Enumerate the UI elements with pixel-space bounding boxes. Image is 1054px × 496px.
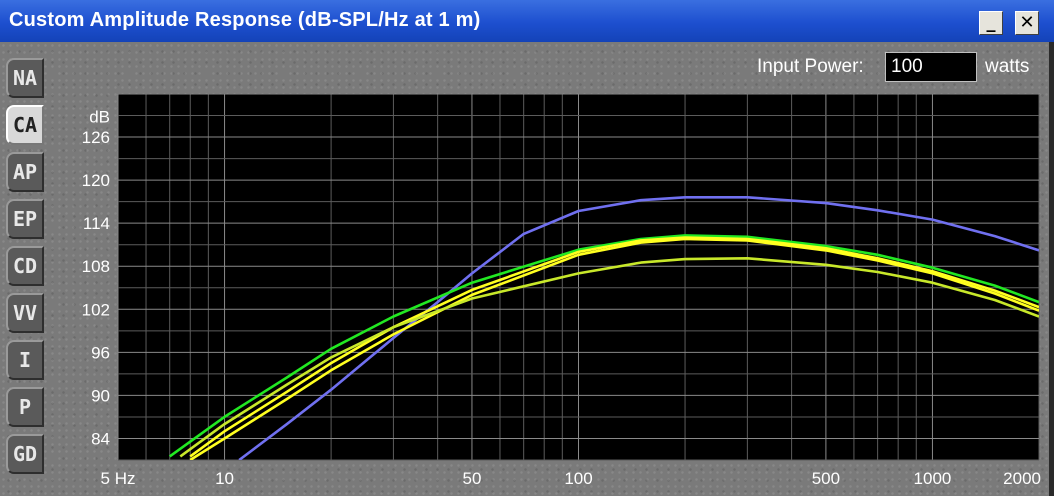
minimize-button[interactable]: _: [979, 11, 1003, 35]
y-tick-label: 114: [83, 214, 110, 233]
input-power-field[interactable]: [885, 52, 977, 82]
window-title: Custom Amplitude Response (dB-SPL/Hz at …: [9, 9, 481, 31]
tab-ap[interactable]: AP: [6, 152, 44, 192]
sidebar-tabs: NA CA AP EP CD VV I P GD: [6, 58, 48, 481]
x-tick-label: 1000: [914, 469, 952, 488]
input-power-unit: watts: [985, 56, 1030, 77]
input-power-label: Input Power:: [757, 56, 864, 77]
y-tick-label: 84: [91, 429, 110, 448]
tab-cd[interactable]: CD: [6, 246, 44, 286]
response-curve-5: [179, 257, 1039, 458]
y-tick-label: 96: [91, 343, 110, 362]
tab-label: GD: [12, 442, 38, 466]
tab-label: I: [18, 348, 32, 372]
tab-na[interactable]: NA: [6, 58, 44, 98]
x-tick-label: 10: [215, 469, 234, 488]
amplitude-response-chart: dB 84 90 96 102 108 114 120 126 5 Hz 10 50 100 500 100…: [82, 94, 1041, 488]
tab-label: VV: [12, 301, 38, 325]
tab-ca[interactable]: CA: [6, 105, 44, 145]
y-tick-label: 126: [82, 128, 110, 147]
window-body: NA CA AP EP CD VV I P GD Input Power: wa…: [0, 42, 1054, 496]
response-curve-3: [189, 237, 1039, 460]
y-tick-label: 102: [82, 300, 110, 319]
tab-label: AP: [12, 160, 38, 184]
title-bar[interactable]: Custom Amplitude Response (dB-SPL/Hz at …: [0, 0, 1054, 42]
y-tick-label: 120: [82, 171, 110, 190]
y-tick-label: 90: [91, 386, 110, 405]
x-tick-label: 50: [462, 469, 481, 488]
tab-ep[interactable]: EP: [6, 199, 44, 239]
x-tick-label: 5 Hz: [101, 469, 136, 488]
x-tick-label: 2000: [1003, 469, 1041, 488]
y-tick-label: 108: [82, 257, 110, 276]
close-button[interactable]: ✕: [1015, 11, 1039, 35]
tab-gd[interactable]: GD: [6, 434, 44, 474]
tab-label: P: [18, 395, 32, 419]
x-tick-label: 100: [564, 469, 592, 488]
response-curve-4: [189, 236, 1039, 458]
right-border: [1049, 42, 1054, 496]
minimize-icon: _: [986, 12, 996, 33]
response-curve-1: [238, 196, 1039, 460]
tab-label: EP: [12, 207, 38, 231]
tab-label: CD: [12, 254, 38, 278]
x-tick-label: 500: [812, 469, 840, 488]
tab-p[interactable]: P: [6, 387, 44, 427]
tab-label: NA: [12, 66, 38, 90]
tab-label: CA: [12, 113, 38, 137]
tab-vv[interactable]: VV: [6, 293, 44, 333]
response-curve-2: [168, 234, 1039, 458]
y-axis-label: dB: [89, 108, 110, 127]
close-icon: ✕: [1019, 12, 1035, 33]
tab-i[interactable]: I: [6, 340, 44, 380]
